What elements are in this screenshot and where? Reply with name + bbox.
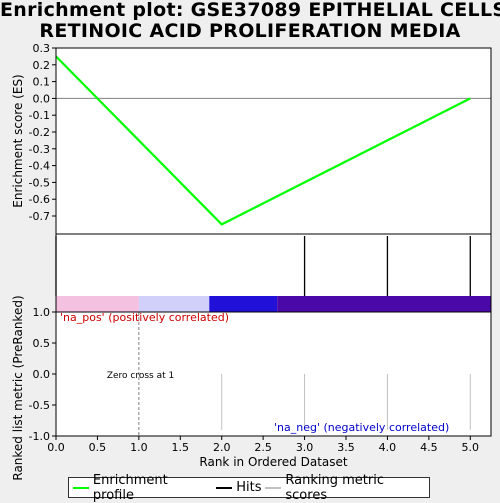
x-tick-label: 0.5: [89, 441, 107, 454]
metric-y-tick-label: -0.5: [29, 399, 50, 412]
legend-swatch-hits: [216, 486, 233, 489]
legend-swatch-metric: [265, 486, 282, 489]
x-tick-label: 1.5: [172, 441, 190, 454]
color-bar-segment: [138, 296, 210, 312]
x-tick-label: 4.0: [379, 441, 397, 454]
es-y-tick-label: 0.0: [33, 92, 51, 105]
es-y-tick-label: 0.2: [33, 59, 51, 72]
es-y-tick-label: 0.3: [33, 42, 51, 55]
title-line-2: RETINOIC ACID PROLIFERATION MEDIA: [39, 20, 461, 42]
es-y-tick-label: -0.1: [29, 109, 50, 122]
metric-y-tick-label: -1.0: [29, 430, 50, 443]
es-y-tick-label: 0.1: [33, 76, 51, 89]
legend-item-enrichment: Enrichment profile: [73, 473, 212, 503]
x-tick-label: 0.0: [47, 441, 65, 454]
x-tick-label: 3.0: [296, 441, 314, 454]
chart-title: Enrichment plot: GSE37089 EPITHELIAL CEL…: [0, 0, 500, 42]
x-axis-label: Rank in Ordered Dataset: [199, 455, 347, 469]
es-y-tick-label: -0.5: [29, 176, 50, 189]
metric-panel-border: [55, 311, 492, 437]
metric-y-tick-label: 0.5: [33, 337, 51, 350]
legend-swatch-enrichment: [73, 486, 89, 489]
title-line-1: Enrichment plot: GSE37089 EPITHELIAL CEL…: [0, 0, 500, 21]
x-tick-label: 5.0: [462, 441, 480, 454]
es-y-axis-label: Enrichment score (ES): [11, 74, 25, 207]
metric-panel-background: [56, 312, 491, 436]
legend-label-hits: Hits: [236, 480, 262, 495]
es-y-tick-label: -0.2: [29, 126, 50, 139]
color-bar-segment: [277, 296, 491, 312]
legend-item-hits: Hits: [216, 480, 261, 495]
zero-cross-label: Zero cross at 1: [107, 371, 174, 381]
color-bar-segment: [56, 296, 139, 312]
es-y-tick-label: -0.6: [29, 193, 50, 206]
x-tick-label: 3.5: [337, 441, 355, 454]
neg-correlated-label: 'na_neg' (negatively correlated): [274, 421, 449, 434]
pos-correlated-label: 'na_pos' (positively correlated): [60, 311, 229, 324]
x-tick-label: 1.0: [130, 441, 148, 454]
x-tick-label: 4.5: [420, 441, 438, 454]
metric-y-tick-label: 0.0: [33, 368, 51, 381]
es-y-tick-label: -0.4: [29, 160, 50, 173]
legend: Enrichment profile Hits Ranking metric s…: [68, 473, 430, 503]
metric-y-axis-label: Ranked list metric (PreRanked): [11, 295, 25, 480]
es-y-tick-label: -0.7: [29, 210, 50, 223]
es-y-tick-label: -0.3: [29, 143, 50, 156]
hits-panel-background: [56, 234, 491, 296]
legend-label-metric: Ranking metric scores: [285, 472, 384, 503]
legend-label-enrichment: Enrichment profile: [92, 472, 168, 503]
es-panel-background: [56, 48, 491, 234]
metric-y-tick-label: 1.0: [33, 306, 51, 319]
x-tick-label: 2.5: [254, 441, 272, 454]
x-tick-label: 2.0: [213, 441, 231, 454]
color-bar-segment: [209, 296, 278, 312]
enrichment-profile-line: [55, 55, 471, 226]
legend-item-metric: Ranking metric scores: [265, 473, 429, 503]
